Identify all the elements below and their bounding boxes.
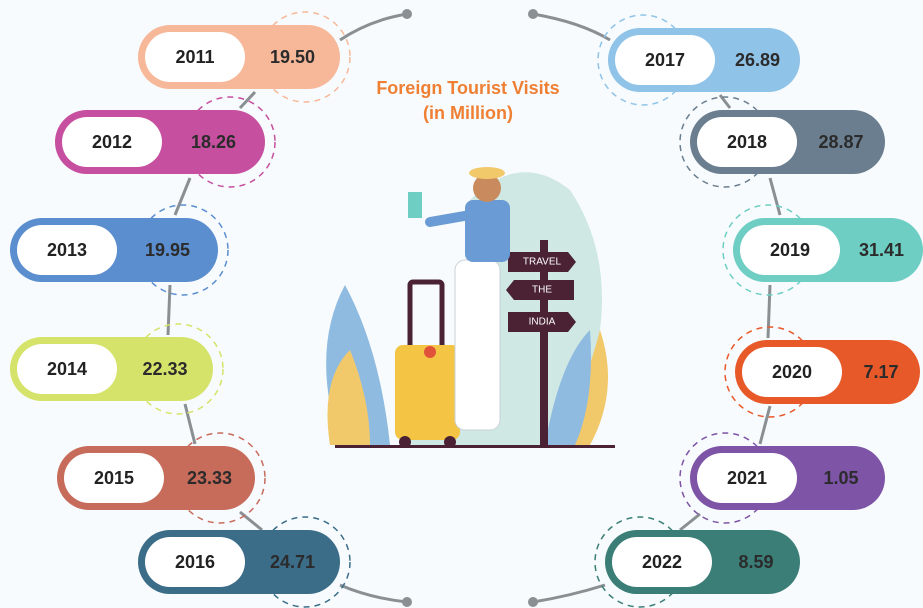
year: 2022 — [642, 552, 682, 572]
sign-text: TRAVEL — [523, 257, 562, 268]
year-pill — [145, 32, 245, 82]
stat-pill: 2017 26.89 — [597, 14, 800, 106]
stat-pill: 2019 31.41 — [722, 204, 923, 296]
dashed-ring — [259, 11, 351, 103]
value: 23.33 — [187, 468, 232, 488]
stat-pill: 2014 22.33 — [10, 323, 224, 415]
dashed-ring — [174, 432, 266, 524]
year-pill — [17, 225, 117, 275]
year-pill — [697, 117, 797, 167]
year: 2013 — [47, 240, 87, 260]
year: 2016 — [175, 552, 215, 572]
dashed-ring — [132, 323, 224, 415]
stat-pill: 2015 23.33 — [57, 432, 266, 524]
value: 31.41 — [859, 240, 904, 260]
value: 18.26 — [191, 132, 236, 152]
value: 22.33 — [142, 359, 187, 379]
stat-pill: 2021 1.05 — [679, 432, 885, 524]
connectors — [166, 9, 782, 607]
year-pill — [145, 537, 245, 587]
title-line: Foreign Tourist Visits — [376, 78, 559, 98]
illustration — [326, 167, 615, 448]
year-pill — [742, 347, 842, 397]
value: 7.17 — [863, 362, 898, 382]
value: 28.87 — [818, 132, 863, 152]
value: 24.71 — [270, 552, 315, 572]
dashed-ring — [137, 204, 229, 296]
dashed-ring — [184, 96, 276, 188]
year: 2021 — [727, 468, 767, 488]
value: 8.59 — [738, 552, 773, 572]
year-pill — [612, 537, 712, 587]
title-line: (in Million) — [423, 103, 513, 123]
year: 2011 — [175, 47, 214, 67]
value: 19.50 — [270, 47, 315, 67]
dashed-ring — [259, 516, 351, 608]
year: 2018 — [727, 132, 767, 152]
year-pill — [62, 117, 162, 167]
year: 2014 — [47, 359, 87, 379]
year: 2020 — [772, 362, 812, 382]
stat-pill: 2022 8.59 — [594, 516, 800, 608]
value: 1.05 — [823, 468, 858, 488]
value: 19.95 — [145, 240, 190, 260]
stat-pill: 2013 19.95 — [10, 204, 229, 296]
year-pill — [697, 453, 797, 503]
stat-pill: 2018 28.87 — [679, 96, 885, 188]
value: 26.89 — [735, 50, 780, 70]
stat-pill: 2020 7.17 — [724, 326, 920, 418]
year: 2012 — [92, 132, 132, 152]
year-pill — [64, 453, 164, 503]
sign-text: INDIA — [529, 317, 556, 328]
stat-pill: 2012 18.26 — [55, 96, 276, 188]
year: 2019 — [770, 240, 810, 260]
year-pill — [740, 225, 840, 275]
stat-pill: 2016 24.71 — [138, 516, 351, 608]
year: 2017 — [645, 50, 685, 70]
sign-text: THE — [532, 285, 552, 296]
year-pill — [615, 35, 715, 85]
year: 2015 — [94, 468, 134, 488]
year-pill — [17, 344, 117, 394]
stat-pill: 2011 19.50 — [138, 11, 351, 103]
